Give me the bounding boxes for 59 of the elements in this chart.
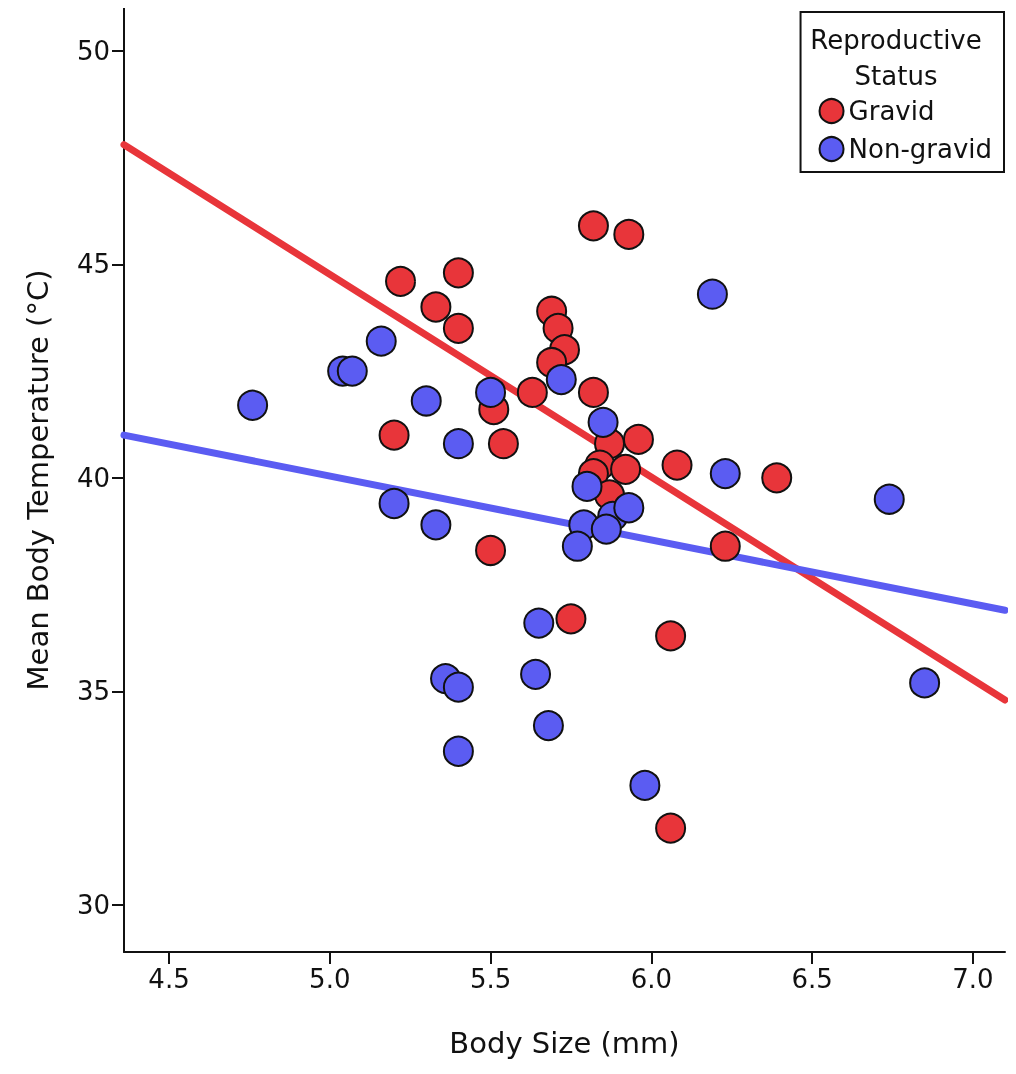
point [378, 488, 410, 519]
point [761, 462, 793, 494]
point [487, 428, 519, 460]
point [613, 218, 645, 250]
point [237, 389, 269, 421]
x-tick-label: 4.5 [148, 964, 190, 994]
y-tick-label: 30 [76, 890, 110, 921]
y-tick-label: 35 [76, 676, 110, 707]
point [365, 325, 397, 357]
y-tick-label: 40 [76, 462, 110, 493]
point [655, 812, 687, 844]
legend-label: Non-gravid [848, 134, 993, 164]
legend-label: Gravid [848, 96, 935, 126]
point [709, 458, 741, 490]
point [629, 769, 661, 801]
point [475, 376, 507, 408]
point [571, 470, 603, 502]
point [532, 710, 564, 742]
point [442, 428, 474, 460]
y-tick-label: 50 [76, 35, 110, 66]
point [555, 603, 587, 635]
point [520, 658, 552, 690]
point [613, 492, 645, 524]
point [661, 449, 693, 481]
point [475, 534, 507, 566]
point [610, 453, 642, 485]
x-tick-label: 5.5 [469, 964, 512, 994]
point [909, 667, 941, 699]
point [655, 620, 687, 652]
point [385, 265, 417, 297]
point [622, 423, 654, 455]
point [709, 530, 741, 562]
x-tick-label: 6.0 [630, 964, 672, 994]
point [873, 483, 905, 515]
point [442, 671, 474, 703]
point [561, 530, 593, 562]
x-tick-label: 7.0 [952, 964, 994, 994]
y-axis-title: Mean Body Temperature (°C) [20, 269, 55, 691]
point [420, 291, 452, 323]
point [410, 385, 442, 417]
x-axis-title: Body Size (mm) [449, 1025, 680, 1060]
point [442, 735, 474, 767]
point [336, 355, 368, 387]
point [587, 406, 619, 438]
x-tick-label: 6.5 [791, 964, 833, 994]
point [442, 312, 474, 344]
point [696, 278, 728, 310]
point [420, 509, 452, 541]
point [590, 513, 622, 545]
point [577, 210, 609, 242]
point [577, 376, 609, 408]
point [378, 419, 410, 451]
point [545, 364, 577, 396]
point [523, 607, 555, 639]
legend-title: Reproductive Status [810, 25, 982, 91]
point [516, 376, 548, 408]
y-tick-label: 45 [76, 249, 110, 280]
point [442, 257, 474, 289]
x-tick-label: 5.0 [309, 964, 351, 994]
